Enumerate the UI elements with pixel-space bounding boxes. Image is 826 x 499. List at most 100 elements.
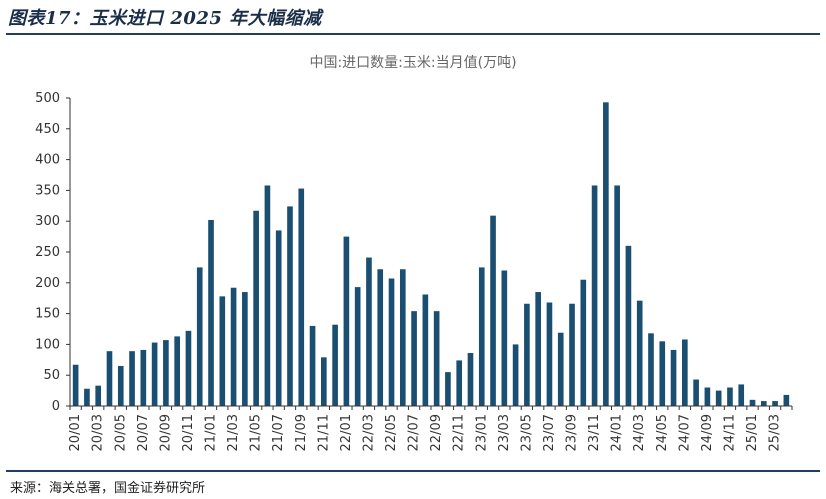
y-tick-label: 500 <box>35 91 60 106</box>
x-tick-label: 23/09 <box>565 414 580 451</box>
x-tick-label: 20/01 <box>68 414 83 451</box>
x-tick-label: 24/03 <box>632 414 647 451</box>
bar-23-02 <box>490 215 496 406</box>
x-tick-label: 24/07 <box>677 414 692 451</box>
bar-21-03 <box>230 287 237 406</box>
bar-20-01 <box>72 364 79 406</box>
bar-21-07 <box>275 230 282 406</box>
y-tick-label: 150 <box>35 307 60 322</box>
bar-24-05 <box>659 341 666 406</box>
bar-20-12 <box>196 267 203 406</box>
bar-24-08 <box>693 379 699 406</box>
bar-22-04 <box>377 269 384 406</box>
x-tick-label: 24/11 <box>722 414 737 451</box>
bar-20-03 <box>95 385 102 406</box>
bar-22-01 <box>343 236 350 406</box>
x-tick-label: 20/05 <box>113 414 128 451</box>
x-tick-label: 24/05 <box>655 414 670 451</box>
y-tick-label: 400 <box>35 153 60 168</box>
x-tick-label: 23/07 <box>542 414 557 451</box>
bar-22-03 <box>366 257 372 406</box>
bar-23-01 <box>478 267 485 406</box>
y-tick-label: 350 <box>35 183 60 198</box>
x-tick-label: 23/03 <box>497 414 512 451</box>
bar-23-03 <box>501 270 508 406</box>
x-tick-label: 22/03 <box>361 414 376 451</box>
bar-24-06 <box>670 349 677 406</box>
bar-21-01 <box>208 219 214 406</box>
x-axis: 20/01 20/03 20/05 20/07 20/09 20/11 21/01 21/03… <box>68 405 793 451</box>
y-tick-label: 450 <box>35 122 60 137</box>
bar-23-06 <box>535 292 541 406</box>
x-tick-label: 20/03 <box>91 414 106 451</box>
figure-title: 图表17：玉米进口 2025 年大幅缩减 <box>8 8 322 29</box>
bar-21-05 <box>253 210 259 406</box>
bar-24-02 <box>625 245 632 406</box>
x-tick-label: 20/11 <box>181 414 196 451</box>
bar-24-04 <box>648 333 654 406</box>
x-tick-label: 20/09 <box>158 414 173 451</box>
y-tick-label: 100 <box>35 337 60 352</box>
bar-21-08 <box>287 206 293 406</box>
bar-25-04 <box>783 394 790 406</box>
y-tick-label: 250 <box>35 245 60 260</box>
x-tick-label: 23/01 <box>474 414 489 451</box>
x-tick-label: 21/03 <box>226 414 241 451</box>
bar-23-12 <box>603 102 609 406</box>
y-tick-label: 50 <box>43 368 60 383</box>
x-tick-label: 24/09 <box>700 414 715 451</box>
bar-25-03 <box>772 401 778 406</box>
y-axis: 0 50 100 150 200 250 300 350 400 450 500 <box>35 91 71 414</box>
bars <box>72 102 790 406</box>
bar-22-12 <box>467 353 474 406</box>
x-tick-label: 20/07 <box>136 414 151 451</box>
bar-22-08 <box>422 294 429 406</box>
bar-21-06 <box>264 185 271 406</box>
bar-24-01 <box>614 185 620 406</box>
x-tick-label: 21/11 <box>316 414 331 451</box>
bar-24-07 <box>682 339 688 406</box>
bar-22-02 <box>354 287 361 406</box>
x-tick-label: 23/11 <box>587 414 602 451</box>
bar-24-12 <box>738 384 745 406</box>
bar-21-11 <box>321 357 327 406</box>
y-tick-label: 0 <box>52 399 60 414</box>
x-tick-label: 22/09 <box>429 414 444 451</box>
bar-24-03 <box>636 300 643 406</box>
bar-20-09 <box>163 340 169 406</box>
bar-20-10 <box>174 336 180 406</box>
x-tick-label: 25/01 <box>745 414 760 451</box>
bar-22-10 <box>445 372 451 406</box>
y-tick-label: 200 <box>35 276 60 291</box>
bar-20-02 <box>84 388 90 406</box>
bar-25-01 <box>749 399 756 406</box>
bar-23-10 <box>580 279 587 406</box>
x-tick-label: 21/05 <box>249 414 264 451</box>
x-tick-label: 22/07 <box>407 414 422 451</box>
bar-22-09 <box>433 311 440 406</box>
bar-23-08 <box>557 332 564 406</box>
x-tick-label: 22/11 <box>452 414 467 451</box>
bar-23-07 <box>546 302 553 406</box>
bar-24-10 <box>715 390 722 406</box>
top-rule <box>6 33 820 35</box>
bar-20-11 <box>185 330 192 406</box>
x-tick-label: 23/05 <box>519 414 534 451</box>
bar-20-08 <box>151 342 158 406</box>
bar-23-11 <box>591 185 598 406</box>
bar-21-04 <box>242 292 248 406</box>
bottom-rule <box>6 470 820 472</box>
bar-21-09 <box>298 188 305 406</box>
x-tick-label: 24/01 <box>610 414 625 451</box>
bar-20-06 <box>129 351 135 406</box>
bar-24-09 <box>704 387 711 406</box>
bar-22-07 <box>411 311 417 406</box>
y-tick-label: 300 <box>35 214 60 229</box>
source-note: 来源：海关总署，国金证券研究所 <box>10 481 206 496</box>
bar-22-05 <box>388 278 395 406</box>
x-tick-label: 22/05 <box>384 414 399 451</box>
bar-21-12 <box>332 324 338 406</box>
bar-22-06 <box>399 269 406 406</box>
bar-24-11 <box>727 387 733 406</box>
